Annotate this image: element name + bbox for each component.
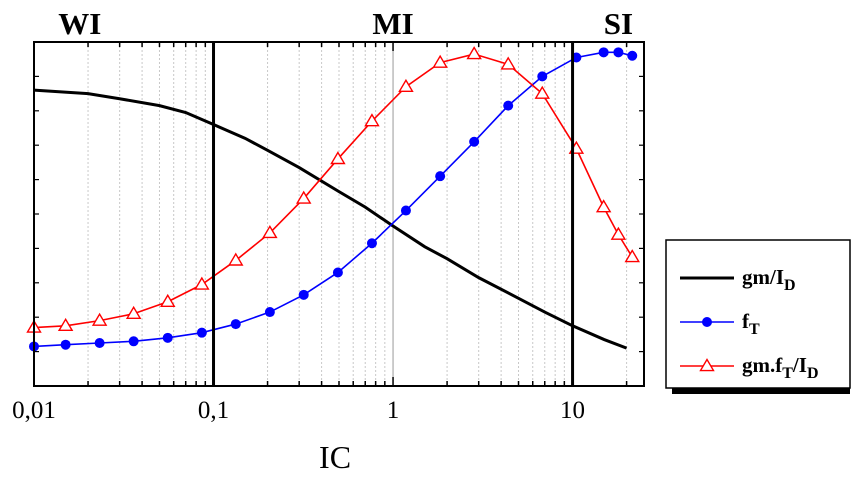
data-point <box>598 47 609 58</box>
data-point <box>194 276 210 290</box>
data-point <box>228 252 244 266</box>
data-point <box>264 307 275 318</box>
series-0 <box>33 88 628 350</box>
legend-marker <box>702 317 712 327</box>
data-point <box>469 136 480 147</box>
data-point <box>330 151 346 165</box>
series-line <box>33 51 633 348</box>
data-point <box>160 293 176 307</box>
data-point <box>94 338 105 348</box>
data-point <box>60 339 71 350</box>
data-point <box>398 78 414 92</box>
x-axis-title: IC <box>319 439 351 475</box>
data-point <box>466 46 482 60</box>
legend: gm/ID fT gm.fT/ID <box>665 239 851 394</box>
region-label: WI <box>58 6 101 41</box>
data-point <box>262 225 278 239</box>
data-point <box>500 56 516 70</box>
data-point <box>613 47 624 58</box>
legend-label: gm.fT/ID <box>742 353 819 382</box>
region-labels: WI MI SI <box>58 6 633 41</box>
x-ticks <box>33 42 644 386</box>
data-point <box>537 71 548 82</box>
data-point <box>627 50 638 61</box>
data-point <box>196 327 207 338</box>
legend-box <box>665 239 851 389</box>
series-2 <box>26 46 640 333</box>
legend-item: fT <box>680 309 760 338</box>
data-point <box>364 113 380 127</box>
x-tick-label: 1 <box>387 397 400 424</box>
series-line <box>33 88 628 350</box>
data-point <box>503 100 514 111</box>
data-point <box>91 312 108 326</box>
data-point <box>295 190 312 204</box>
x-tick-label: 0,01 <box>12 397 56 424</box>
data-point <box>162 332 173 343</box>
data-point <box>610 226 627 240</box>
data-point <box>57 317 74 332</box>
region-label: MI <box>372 6 413 41</box>
legend-shadow <box>672 386 850 394</box>
legend-item: gm/ID <box>680 265 796 294</box>
data-point <box>624 249 640 263</box>
region-label: SI <box>604 6 633 41</box>
x-tick-labels: 0,01 0,1 1 10 <box>12 397 585 424</box>
series-layer <box>26 46 640 352</box>
series-line <box>33 53 633 329</box>
series-1 <box>29 47 638 352</box>
grid <box>87 42 628 386</box>
data-point <box>435 171 446 182</box>
data-point <box>125 305 142 320</box>
legend-label: gm/ID <box>742 265 796 294</box>
data-point <box>432 54 448 68</box>
legend-item: gm.fT/ID <box>680 353 819 382</box>
region-boundaries <box>212 42 575 386</box>
data-point <box>298 289 309 300</box>
x-tick-label: 0,1 <box>198 397 229 424</box>
data-point <box>230 319 241 330</box>
data-point <box>400 205 411 216</box>
data-point <box>534 85 550 99</box>
data-point <box>595 199 612 213</box>
data-point <box>366 238 377 249</box>
x-tick-label: 10 <box>560 397 585 424</box>
legend-marker <box>699 358 715 372</box>
legend-label: fT <box>742 309 760 338</box>
data-point <box>128 336 139 347</box>
data-point <box>332 267 343 278</box>
